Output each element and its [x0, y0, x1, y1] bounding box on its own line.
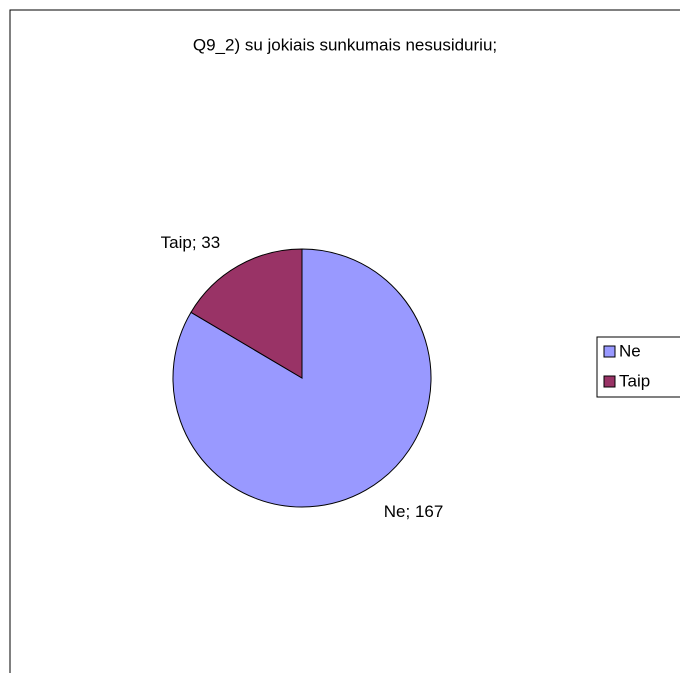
chart-title: Q9_2) su jokiais sunkumais nesusiduriu; — [193, 35, 497, 54]
data-label: Taip; 33 — [161, 233, 221, 252]
pie-slice — [190, 248, 303, 379]
legend-label: Ne — [619, 341, 641, 360]
legend-swatch — [603, 375, 616, 388]
legend-swatch — [603, 345, 616, 358]
legend-label: Taip — [619, 371, 650, 390]
data-label: Ne; 167 — [384, 502, 444, 521]
